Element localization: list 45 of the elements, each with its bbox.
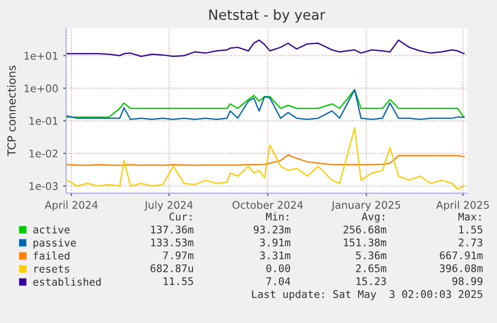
text: 98.99 bbox=[452, 277, 482, 286]
text: 0.00 bbox=[266, 264, 290, 272]
text: Cur: bbox=[169, 212, 192, 221]
text: Avg: bbox=[362, 212, 384, 223]
text: Min: bbox=[266, 212, 288, 220]
text: 93.23m bbox=[254, 226, 290, 234]
text: 2.73 bbox=[458, 238, 482, 246]
y-tick-label: 1e-03 bbox=[30, 182, 58, 190]
x-tick-label: April 2025 bbox=[436, 200, 489, 211]
chart-title: Netstat - by year bbox=[209, 9, 326, 23]
text: 11.55 bbox=[164, 277, 193, 286]
text: 137.36m bbox=[151, 226, 194, 234]
y-axis-title: TCP connections bbox=[7, 66, 16, 156]
legend-label: passive bbox=[34, 238, 76, 249]
x-tick-label: April 2024 bbox=[44, 200, 98, 211]
x-tick-label: January 2025 bbox=[331, 200, 400, 211]
y-tick-label: 1e+00 bbox=[24, 84, 58, 92]
legend-label: established bbox=[33, 278, 101, 286]
text: 682.87u bbox=[150, 264, 193, 272]
legend-label: active bbox=[33, 225, 70, 234]
y-tick-label: 1e+01 bbox=[24, 52, 58, 60]
text: 7.97m bbox=[163, 251, 194, 260]
x-tick-label: October 2024 bbox=[232, 200, 303, 209]
x-tick-label: July 2024 bbox=[144, 200, 193, 211]
text: 1.55 bbox=[459, 226, 482, 234]
text: 133.53m bbox=[151, 238, 194, 246]
text: 7.04 bbox=[266, 277, 290, 286]
legend-label: failed bbox=[34, 252, 70, 260]
legend-label: resets bbox=[34, 265, 70, 273]
text: 15.23 bbox=[356, 277, 386, 286]
line-series bbox=[66, 127, 465, 190]
text: 3.91m bbox=[260, 238, 290, 246]
text: 3.31m bbox=[260, 251, 290, 260]
text: 151.38m bbox=[344, 238, 386, 246]
line-series bbox=[66, 154, 465, 166]
text: 5.36m bbox=[356, 251, 386, 260]
text: Max: bbox=[458, 212, 481, 221]
y-tick-label: 1e-02 bbox=[30, 150, 58, 158]
text: Last update: Sat May 3 02:00:03 2025 bbox=[252, 290, 482, 300]
y-tick-label: 1e-01 bbox=[30, 117, 58, 125]
text: 667.91m bbox=[440, 251, 483, 260]
text: 256.68m bbox=[344, 226, 386, 234]
text: 396.08m bbox=[440, 264, 483, 272]
line-series bbox=[66, 39, 465, 57]
text: 2.65m bbox=[356, 264, 386, 272]
